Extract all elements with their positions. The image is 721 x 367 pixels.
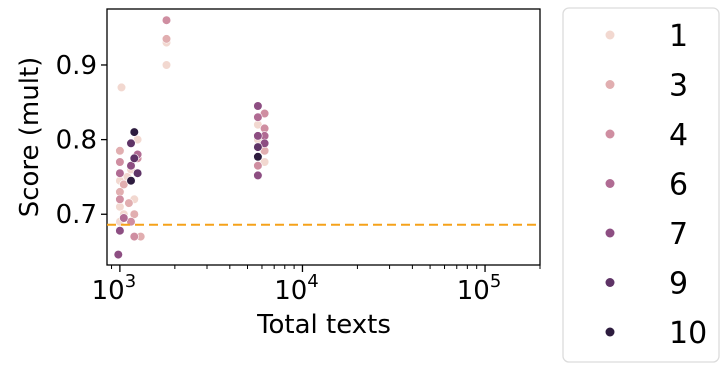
data-point (129, 127, 139, 137)
data-point (253, 101, 263, 111)
data-point (253, 170, 263, 180)
data-point (113, 250, 123, 260)
data-point (133, 168, 143, 178)
legend-label: 10 (669, 316, 707, 351)
x-tick-label: 105 (457, 271, 502, 306)
legend-marker (605, 80, 615, 89)
data-point (119, 213, 129, 223)
data-point (124, 198, 134, 208)
legend-marker (605, 327, 615, 337)
data-point (116, 82, 127, 92)
y-axis-label: Score (mult) (15, 57, 45, 218)
data-point (115, 226, 125, 236)
legend-box (562, 7, 720, 363)
data-point (253, 142, 263, 152)
x-axis-ticks: 103 104 105 (92, 265, 541, 306)
data-point (253, 131, 263, 141)
y-tick-label: 0.8 (56, 126, 97, 156)
plot-area (106, 8, 541, 266)
data-point (115, 157, 125, 167)
legend-label: 1 (669, 19, 688, 54)
data-point (126, 138, 136, 148)
data-point (161, 15, 172, 25)
data-point (119, 179, 129, 189)
data-points (113, 15, 270, 260)
x-tick-label: 104 (274, 271, 319, 306)
legend-label: 9 (669, 267, 688, 302)
legend-label: 3 (669, 69, 688, 104)
data-point (253, 112, 263, 122)
legend-label: 4 (669, 118, 688, 153)
data-point (129, 153, 139, 163)
data-point (129, 232, 139, 242)
legend-marker (605, 278, 615, 287)
data-point (115, 146, 125, 156)
y-axis-ticks: 0.7 0.8 0.9 (56, 51, 107, 230)
data-point (161, 34, 172, 44)
data-point (253, 152, 263, 162)
data-point (115, 194, 125, 204)
data-point (253, 161, 263, 171)
legend-marker (605, 228, 615, 238)
x-tick-label: 103 (92, 271, 137, 306)
legend-marker (605, 129, 615, 139)
data-point (161, 60, 172, 70)
legend-marker (605, 179, 615, 188)
x-axis-label: Total texts (256, 310, 391, 340)
legend-marker (605, 30, 615, 40)
y-tick-label: 0.9 (56, 51, 97, 81)
data-point (126, 176, 136, 186)
data-point (115, 168, 125, 178)
y-tick-label: 0.7 (56, 200, 97, 230)
legend-label: 6 (669, 168, 688, 203)
legend: 1 3 4 6 7 9 10 (605, 19, 707, 351)
legend-label: 7 (669, 217, 688, 252)
